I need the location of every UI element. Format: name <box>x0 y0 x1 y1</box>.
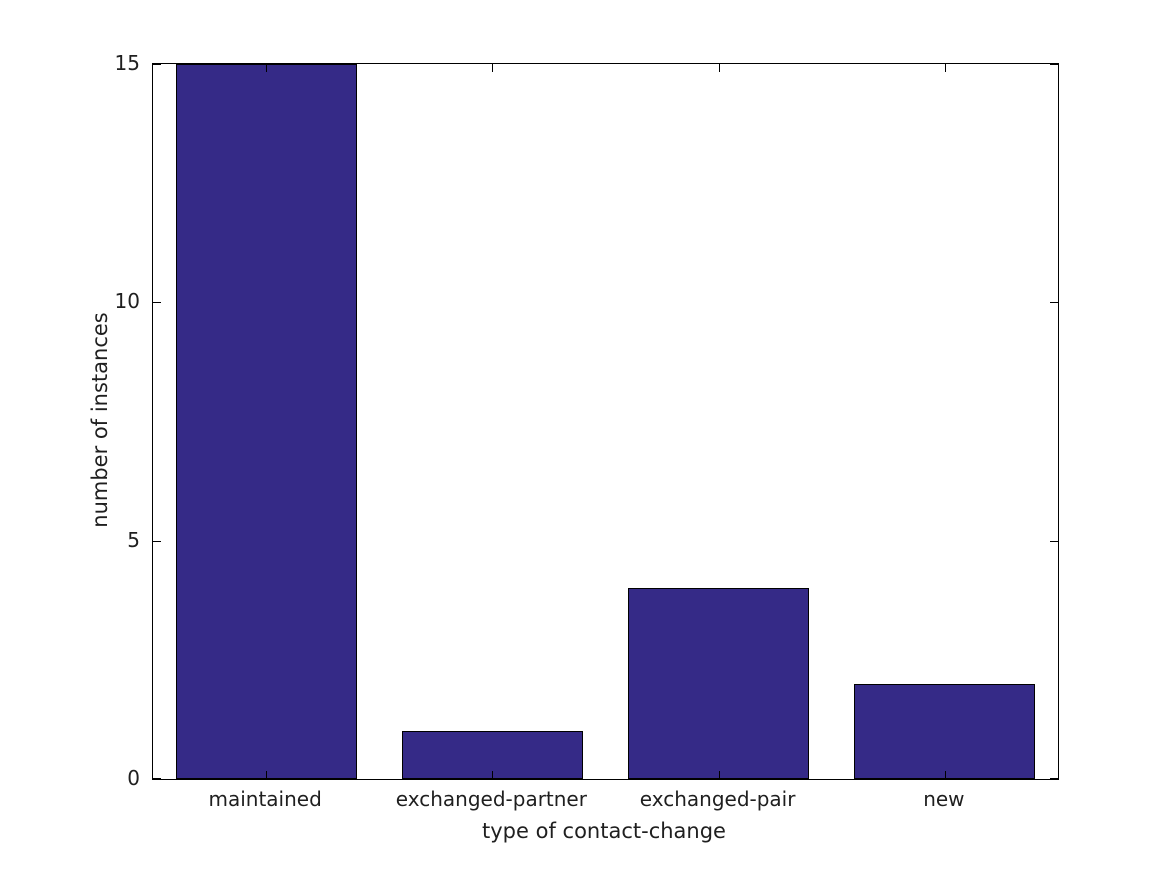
bar-exchanged-pair <box>628 588 810 779</box>
y-tick-label: 15 <box>114 51 140 75</box>
x-tick-mark <box>944 771 946 779</box>
y-tick-mark <box>1050 540 1058 542</box>
y-tick-mark <box>153 540 161 542</box>
y-tick-label: 0 <box>127 766 140 790</box>
y-tick-label: 5 <box>127 527 140 552</box>
x-tick-mark <box>944 64 946 72</box>
x-tick-label: exchanged-partner <box>395 787 587 811</box>
y-tick-mark <box>1050 302 1058 304</box>
y-tick-mark <box>153 778 161 779</box>
x-tick-mark <box>492 771 494 779</box>
x-tick-label: exchanged-pair <box>639 787 796 811</box>
y-tick-mark <box>153 302 161 304</box>
x-axis-label: type of contact-change <box>482 819 726 843</box>
bar-new <box>854 683 1036 779</box>
y-tick-mark <box>153 64 161 65</box>
y-tick-label: 10 <box>114 289 140 314</box>
y-tick-mark <box>1050 64 1058 65</box>
x-tick-mark <box>266 64 268 72</box>
x-tick-label: new <box>923 787 965 811</box>
plot-area <box>152 63 1059 780</box>
x-tick-mark <box>492 64 494 72</box>
x-tick-label: maintained <box>208 787 322 811</box>
y-axis-label: number of instances <box>88 312 112 528</box>
y-tick-mark <box>1050 778 1058 779</box>
x-tick-mark <box>718 64 720 72</box>
x-tick-mark <box>266 771 268 779</box>
x-tick-mark <box>718 771 720 779</box>
bar-maintained <box>175 64 357 779</box>
